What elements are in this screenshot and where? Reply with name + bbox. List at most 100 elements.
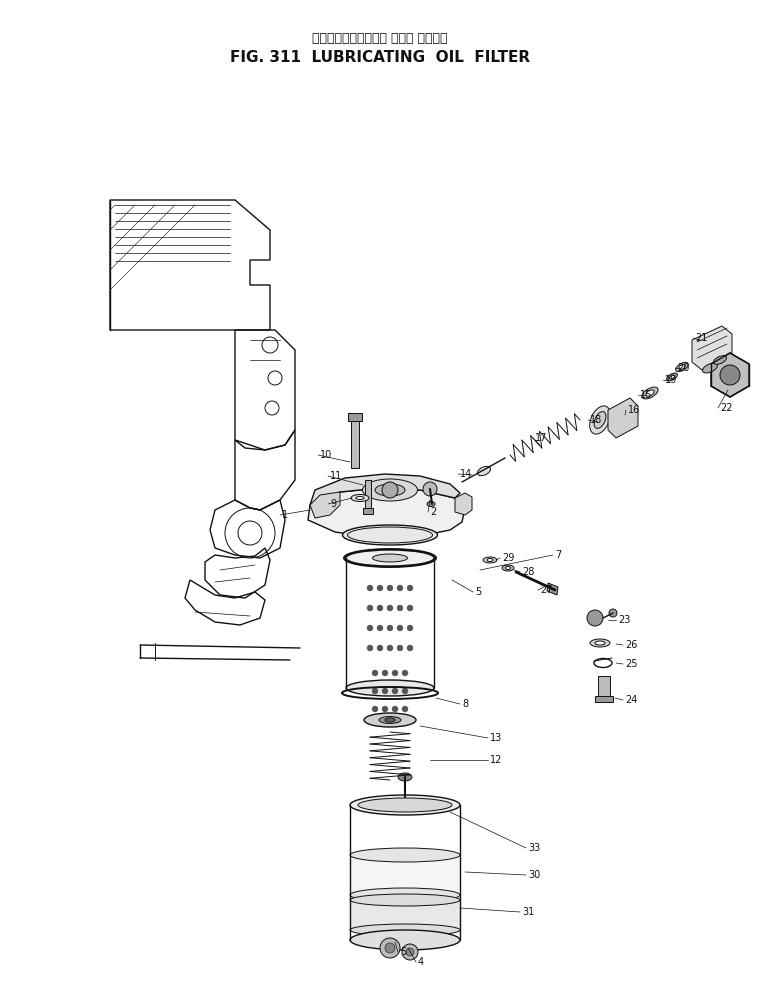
Ellipse shape <box>350 930 460 950</box>
Ellipse shape <box>346 680 434 696</box>
Circle shape <box>392 688 398 694</box>
Polygon shape <box>308 488 465 538</box>
Circle shape <box>402 670 408 676</box>
Ellipse shape <box>427 501 435 506</box>
Text: 8: 8 <box>462 699 468 709</box>
Ellipse shape <box>350 848 460 862</box>
Circle shape <box>387 605 393 611</box>
Text: 5: 5 <box>475 587 481 597</box>
Text: 14: 14 <box>460 469 472 479</box>
Ellipse shape <box>350 795 460 815</box>
Circle shape <box>372 670 378 676</box>
Ellipse shape <box>666 373 678 381</box>
Text: 26: 26 <box>625 640 638 650</box>
Ellipse shape <box>646 390 654 396</box>
Ellipse shape <box>679 365 685 370</box>
Text: 33: 33 <box>528 843 540 853</box>
Text: 13: 13 <box>490 733 502 743</box>
Circle shape <box>423 482 437 496</box>
Circle shape <box>397 645 403 651</box>
Bar <box>363 508 373 514</box>
Text: 25: 25 <box>625 659 638 669</box>
Text: 31: 31 <box>522 907 534 917</box>
Text: 10: 10 <box>320 450 332 460</box>
Text: 30: 30 <box>528 870 540 880</box>
Polygon shape <box>455 493 472 515</box>
Ellipse shape <box>642 387 658 399</box>
Text: 28: 28 <box>522 567 534 577</box>
Text: 16: 16 <box>628 405 641 415</box>
Circle shape <box>402 706 408 712</box>
Circle shape <box>397 625 403 631</box>
Ellipse shape <box>356 496 364 499</box>
Ellipse shape <box>363 479 417 501</box>
Circle shape <box>387 585 393 591</box>
Circle shape <box>587 610 603 626</box>
Circle shape <box>720 365 740 385</box>
Circle shape <box>372 688 378 694</box>
Text: 24: 24 <box>625 695 638 705</box>
Text: 27: 27 <box>540 585 553 595</box>
Text: 17: 17 <box>535 433 547 443</box>
Circle shape <box>609 609 617 617</box>
Bar <box>348 413 362 421</box>
Text: 19: 19 <box>665 375 677 385</box>
Ellipse shape <box>595 641 605 645</box>
Text: 23: 23 <box>618 615 631 625</box>
Circle shape <box>382 706 388 712</box>
Text: FIG. 311  LUBRICATING  OIL  FILTER: FIG. 311 LUBRICATING OIL FILTER <box>230 50 530 66</box>
Text: 29: 29 <box>502 553 515 563</box>
Ellipse shape <box>351 494 369 501</box>
Ellipse shape <box>477 466 490 476</box>
Text: 22: 22 <box>720 403 732 413</box>
Ellipse shape <box>703 363 717 373</box>
Circle shape <box>382 670 388 676</box>
Polygon shape <box>310 474 460 505</box>
Ellipse shape <box>375 484 405 496</box>
Ellipse shape <box>676 363 688 372</box>
Ellipse shape <box>590 639 610 647</box>
Circle shape <box>402 688 408 694</box>
Ellipse shape <box>505 566 511 569</box>
Text: 9: 9 <box>330 499 336 509</box>
Text: 20: 20 <box>677 363 689 373</box>
Circle shape <box>397 585 403 591</box>
Polygon shape <box>711 353 749 397</box>
Ellipse shape <box>350 888 460 902</box>
Ellipse shape <box>713 356 726 365</box>
Circle shape <box>377 585 383 591</box>
Circle shape <box>392 670 398 676</box>
Bar <box>598 676 610 698</box>
Ellipse shape <box>398 773 412 781</box>
Text: 1: 1 <box>282 510 288 520</box>
Circle shape <box>367 585 373 591</box>
Ellipse shape <box>483 557 497 563</box>
Circle shape <box>382 688 388 694</box>
Circle shape <box>397 605 403 611</box>
Bar <box>595 696 613 702</box>
Ellipse shape <box>487 558 493 561</box>
Text: 5: 5 <box>400 947 406 957</box>
Circle shape <box>377 645 383 651</box>
Circle shape <box>382 482 398 498</box>
Bar <box>350 900 460 930</box>
Ellipse shape <box>342 525 437 545</box>
Polygon shape <box>547 583 558 595</box>
Circle shape <box>402 944 418 960</box>
Ellipse shape <box>502 565 514 571</box>
Ellipse shape <box>594 412 606 429</box>
Ellipse shape <box>373 554 408 562</box>
Text: 18: 18 <box>590 415 602 425</box>
Ellipse shape <box>350 924 460 936</box>
Circle shape <box>367 625 373 631</box>
Circle shape <box>367 645 373 651</box>
Text: ルーブリケーティング オイル フィルタ: ルーブリケーティング オイル フィルタ <box>312 31 448 44</box>
Text: 15: 15 <box>640 390 653 400</box>
Ellipse shape <box>385 718 395 722</box>
Text: 7: 7 <box>555 550 561 560</box>
Circle shape <box>407 585 413 591</box>
Bar <box>350 855 460 895</box>
Polygon shape <box>692 326 732 370</box>
Polygon shape <box>608 398 638 438</box>
Circle shape <box>385 943 395 953</box>
